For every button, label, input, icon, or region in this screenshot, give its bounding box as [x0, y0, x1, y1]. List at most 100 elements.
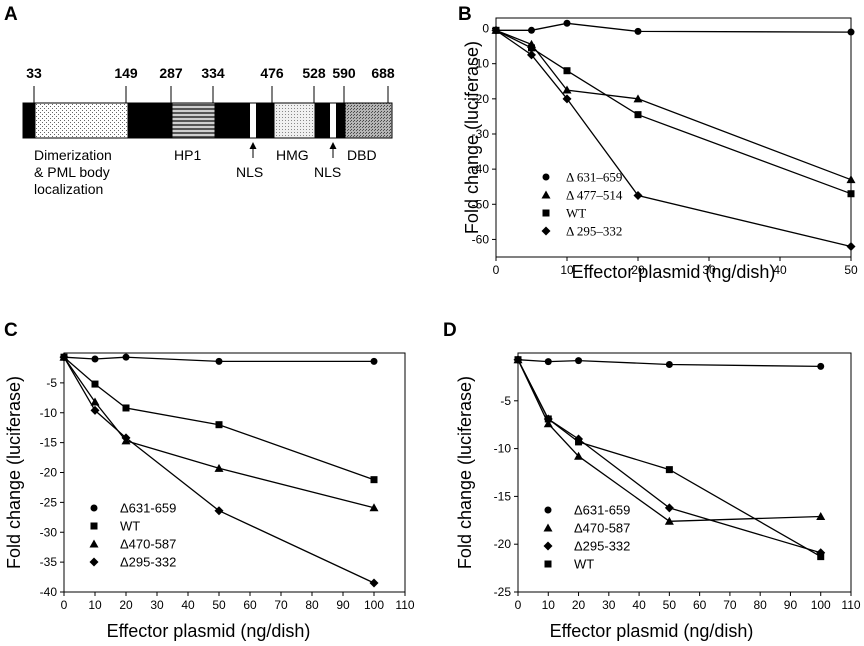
y-tick-label-b: -60 — [472, 232, 490, 246]
y-tick-label-c: -5 — [46, 376, 57, 390]
panel-label-d: D — [443, 320, 457, 341]
x-tick-label-c: 90 — [336, 598, 350, 612]
nls-1-box — [250, 103, 256, 138]
y-tick-label-d: -25 — [494, 585, 512, 599]
x-tick-label-c: 60 — [243, 598, 257, 612]
x-tick-label-c: 100 — [364, 598, 384, 612]
x-axis-label-d: Effector plasmid (ng/dish) — [550, 621, 754, 641]
x-tick-label-c: 80 — [305, 598, 319, 612]
y-tick-label-c: -40 — [40, 585, 58, 599]
x-tick-label-d: 10 — [542, 598, 556, 612]
x-tick-label-d: 70 — [723, 598, 737, 612]
nls-2-arrowhead — [329, 142, 337, 149]
y-tick-label-d: -5 — [500, 394, 511, 408]
x-tick-label-d: 50 — [663, 598, 677, 612]
y-axis-label-d: Fold change (luciferase) — [455, 376, 475, 569]
x-axis-label-c: Effector plasmid (ng/dish) — [107, 621, 311, 641]
y-tick-label-b: 0 — [482, 22, 489, 36]
legend-label-d-2: Δ295-332 — [574, 539, 630, 554]
x-tick-label-c: 30 — [150, 598, 164, 612]
x-tick-label-c: 70 — [274, 598, 288, 612]
position-287: 287 — [159, 65, 183, 81]
position-528: 528 — [302, 65, 326, 81]
series-line-d-3 — [517, 359, 822, 558]
hp1-label: HP1 — [174, 147, 201, 163]
data-point-c-1 — [122, 404, 130, 412]
data-point-b-1 — [633, 94, 643, 103]
nls-2-label: NLS — [314, 164, 341, 180]
chart-panel-b: 0 10 20 30 40 50 0 -10 -20 -30 -40 -50 -60 Effector p… — [462, 17, 858, 282]
data-point-c-2 — [369, 503, 379, 512]
x-tick-label-d: 60 — [693, 598, 707, 612]
x-tick-label-c: 50 — [212, 598, 226, 612]
legend-marker-b-0 — [542, 173, 550, 181]
legend-marker-d-3 — [544, 560, 552, 568]
legend-marker-d-1 — [543, 523, 553, 532]
plot-frame-b — [495, 17, 852, 258]
y-tick-label-c: -35 — [40, 555, 58, 569]
y-axis-label-b: Fold change (luciferase) — [462, 41, 482, 234]
chart-panel-c: 0 10 20 30 40 50 60 70 80 90 100 110 -5 -10 -15 -20 -25 -… — [4, 352, 415, 641]
data-point-c-1 — [370, 476, 378, 484]
y-tick-label-d: -20 — [494, 537, 512, 551]
y-tick-label-c: -30 — [40, 525, 58, 539]
data-point-c-0 — [91, 355, 99, 363]
data-point-b-3 — [846, 241, 856, 251]
y-tick-label-c: -25 — [40, 495, 58, 509]
y-tick-label-d: -10 — [494, 442, 512, 456]
panel-label-b: B — [458, 4, 472, 25]
y-tick-label-b: -50 — [472, 197, 490, 211]
data-point-d-2 — [664, 503, 674, 513]
data-point-d-0 — [544, 358, 552, 366]
series-line-d-1 — [517, 359, 821, 522]
data-point-c-0 — [215, 357, 223, 365]
y-tick-label-c: -15 — [40, 436, 58, 450]
data-point-b-2 — [847, 190, 855, 198]
legend-marker-d-0 — [544, 506, 552, 514]
plot-frame-d — [517, 352, 852, 593]
data-point-d-0 — [665, 360, 673, 368]
data-point-c-3 — [369, 578, 379, 588]
legend-marker-b-3 — [541, 226, 551, 236]
legend-marker-c-3 — [89, 557, 99, 567]
legend-label-b-0: Δ 631–659 — [566, 170, 622, 185]
y-tick-label-c: -10 — [40, 406, 58, 420]
data-point-c-2 — [214, 463, 224, 472]
data-point-d-0 — [575, 357, 583, 365]
legend-marker-b-2 — [542, 209, 550, 217]
x-tick-label-b: 20 — [631, 263, 645, 277]
x-tick-label-c: 10 — [88, 598, 102, 612]
legend-marker-c-2 — [89, 539, 99, 548]
data-point-d-3 — [514, 356, 522, 364]
data-point-b-0 — [563, 19, 571, 27]
x-tick-label-b: 0 — [493, 263, 500, 277]
legend-label-d-0: Δ631-659 — [574, 503, 630, 518]
position-334: 334 — [201, 65, 225, 81]
series-line-b-0 — [496, 22, 852, 33]
position-476: 476 — [260, 65, 284, 81]
x-tick-label-b: 40 — [773, 263, 787, 277]
data-point-b-2 — [528, 44, 535, 52]
nls-1-label: NLS — [236, 164, 263, 180]
data-point-b-0 — [634, 27, 642, 35]
series-line-c-2 — [63, 356, 375, 509]
data-point-c-0 — [122, 353, 130, 361]
nls-1-arrowhead — [249, 142, 257, 149]
x-tick-label-d: 110 — [841, 598, 860, 612]
chart-panel-d: 0 10 20 30 40 50 60 70 80 90 100 110 -5 -10 -15 -20 -25 E… — [455, 352, 861, 641]
data-point-d-3 — [817, 553, 825, 561]
data-point-d-1 — [664, 516, 674, 525]
hmg-label: HMG — [276, 147, 309, 163]
dbd-label: DBD — [347, 147, 377, 163]
x-tick-label-d: 90 — [784, 598, 798, 612]
x-tick-label-b: 30 — [702, 263, 716, 277]
x-tick-label-d: 100 — [811, 598, 831, 612]
x-tick-label-c: 20 — [119, 598, 133, 612]
position-590: 590 — [332, 65, 356, 81]
dimerization-label-line3: localization — [34, 181, 103, 197]
x-tick-label-d: 80 — [754, 598, 768, 612]
panel-label-c: C — [4, 320, 18, 341]
legend-label-c-3: Δ295-332 — [120, 555, 176, 570]
x-tick-label-d: 20 — [572, 598, 586, 612]
data-point-d-0 — [817, 362, 825, 370]
